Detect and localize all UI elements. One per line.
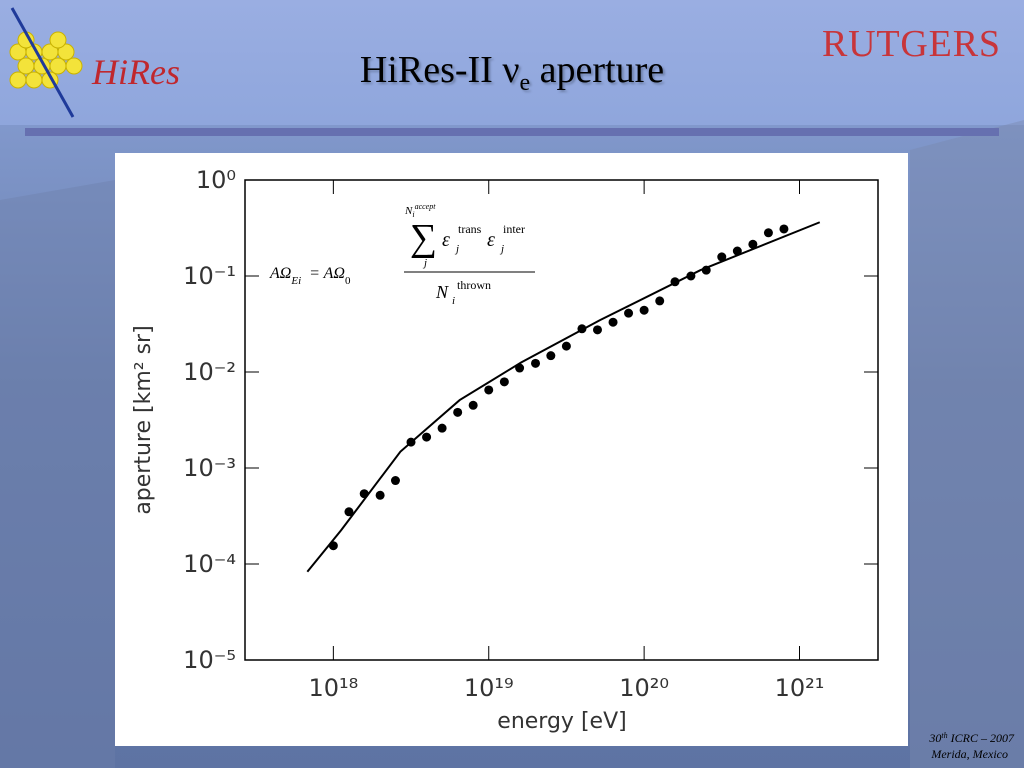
plot-frame [244, 179, 879, 661]
landscape [0, 180, 115, 768]
f: inter [503, 222, 525, 236]
f: j [454, 243, 459, 255]
chart-panel [115, 153, 908, 746]
data-point [531, 358, 541, 368]
rutgers-logo: RUTGERS [822, 23, 1000, 65]
title: HiRes-II ν [360, 49, 520, 91]
x-tick-label: 10¹⁸ [308, 674, 358, 702]
formula: AΩEi = AΩ0 ∑ Niaccept j ε j trans ε j int… [269, 202, 535, 307]
y-tick-label: 10⁻² [183, 358, 236, 386]
f: trans [458, 222, 482, 236]
y-tick-label: 10⁻¹ [183, 262, 236, 290]
data-point [639, 305, 649, 315]
divider [25, 128, 999, 136]
y-tick-label: 10⁰ [196, 166, 236, 194]
y-axis-label: aperture [km² sr] [131, 325, 156, 514]
data-point [763, 228, 773, 238]
x-tick-label: 10²⁰ [619, 674, 669, 702]
f: 30 [928, 731, 941, 745]
landscape [910, 120, 1024, 768]
x-tick-label: 10¹⁹ [464, 674, 514, 702]
data-point [422, 432, 432, 442]
data-point [592, 325, 602, 335]
y-tick-label: 10⁻³ [183, 454, 236, 482]
f: th [941, 731, 947, 740]
footer-place: Merida, Mexico [930, 747, 1008, 761]
formula-lhs: AΩEi = AΩ0 [269, 265, 351, 287]
data-point [624, 308, 634, 318]
f: AΩ [269, 265, 291, 282]
f: ICRC – 2007 [948, 731, 1015, 745]
data-point [748, 239, 758, 249]
fit-line [306, 221, 821, 573]
data-point [732, 246, 742, 256]
data-point [344, 507, 354, 517]
logo-text: HiRes [91, 52, 180, 92]
f: j [422, 257, 427, 269]
f: accept [415, 202, 437, 211]
data-point [717, 252, 727, 262]
y-tick-label: 10⁻⁵ [183, 646, 236, 674]
f: j [499, 243, 504, 255]
x-tick-label: 10²¹ [775, 674, 825, 702]
f: = AΩ [309, 265, 345, 282]
y-tick-label: 10⁻⁴ [183, 550, 236, 578]
f: ε [487, 229, 495, 251]
f: i [412, 210, 414, 219]
data-point [561, 341, 571, 351]
f: Niaccept [404, 202, 436, 219]
data-point [608, 317, 618, 327]
slide-title: HiRes-II νe aperture [360, 49, 664, 96]
title-sub: e [520, 70, 531, 96]
data-point [499, 377, 509, 387]
f: i [452, 295, 455, 307]
header-band [0, 0, 1024, 125]
data-point [437, 423, 447, 433]
f: thrown [457, 278, 491, 292]
f: 0 [345, 275, 351, 287]
data-point [390, 476, 400, 486]
data-point [375, 490, 385, 500]
f: ε [442, 229, 450, 251]
f: Ei [290, 275, 301, 287]
data-point [546, 351, 556, 361]
data-point [779, 224, 789, 234]
footer: 30th ICRC – 2007 [928, 731, 1015, 745]
f: N [404, 205, 413, 217]
data-point [468, 400, 478, 410]
x-axis-label: energy [eV] [497, 709, 626, 734]
f: ∑ [410, 217, 437, 259]
data-point [453, 407, 463, 417]
f: N [435, 282, 449, 302]
title-rest: aperture [530, 49, 664, 91]
data-point [484, 385, 494, 395]
hires-logo: HiRes [9, 7, 180, 118]
data-point [655, 296, 665, 306]
